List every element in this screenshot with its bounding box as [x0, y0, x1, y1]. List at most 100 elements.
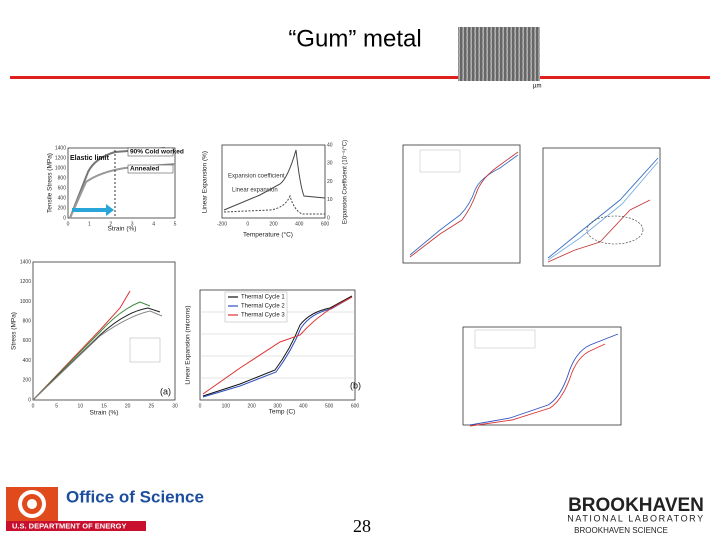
arrow: [72, 204, 114, 216]
x-tick-label: 500: [325, 403, 334, 409]
figure-3: [402, 144, 521, 264]
y-tick-label: 800: [23, 318, 32, 324]
curve: [32, 301, 151, 401]
x-tick-label: 0: [32, 403, 35, 409]
lab-operator: BROOKHAVEN SCIENCE: [574, 526, 668, 535]
y-tick-label: 200: [58, 205, 67, 211]
y-tick-label: 200: [23, 378, 32, 384]
x-tick-label: 600: [351, 403, 360, 409]
slide-title: “Gum” metal: [288, 25, 421, 52]
y2-tick-label: 30: [327, 161, 333, 167]
y2-tick-label: 40: [327, 142, 333, 148]
curve: [547, 157, 659, 259]
plot-frame: [199, 289, 356, 401]
doe-logo: [6, 487, 146, 531]
y-tick-label: 400: [58, 195, 67, 201]
legend-box: [129, 337, 161, 363]
curve: [409, 154, 519, 256]
x-tick-label: 2: [109, 221, 112, 227]
x-tick-label: 0: [246, 221, 249, 227]
x-tick-label: 400: [299, 403, 308, 409]
y-axis-label: Linear Expansion (microns): [185, 305, 192, 384]
micrograph: [458, 27, 540, 81]
plot-frame: [462, 326, 622, 426]
y-tick-label: 600: [23, 338, 32, 344]
x-axis-label: Strain (%): [90, 410, 119, 417]
x-tick-label: 400: [295, 221, 304, 227]
y-axis-label: Stress (MPa): [11, 312, 18, 350]
curve: [547, 199, 651, 263]
x-tick-label: -200: [217, 221, 227, 227]
annotation: 90% Cold worked: [130, 149, 184, 156]
y-axis-label: Tensile Stress (MPa): [47, 153, 54, 213]
label-box: [127, 164, 174, 174]
x-tick-label: 100: [222, 403, 231, 409]
x-tick-label: 5: [174, 221, 177, 227]
title-rule: [10, 76, 710, 79]
doe-department: U.S. DEPARTMENT OF ENERGY: [12, 521, 126, 530]
x-axis-label: Temperature (°C): [243, 231, 293, 239]
y2-axis-label: Expansion Coefficient (10⁻⁶/°C): [342, 140, 349, 224]
y-tick-label: 1000: [55, 165, 66, 171]
curve: [69, 147, 166, 219]
x-tick-label: 0: [199, 403, 202, 409]
highlight: [586, 215, 644, 245]
x-tick-label: 30: [172, 403, 178, 409]
x-axis-label: Strain (%): [108, 226, 137, 233]
y-tick-label: 0: [63, 215, 66, 221]
y-tick-label: 0: [28, 397, 31, 403]
curve: [32, 290, 131, 401]
page-number: 28: [353, 516, 371, 536]
legend-label: Thermal Cycle 2: [241, 304, 285, 310]
y-axis-label: Linear Expansion (%): [202, 151, 209, 213]
legend-box: [419, 149, 461, 173]
figure-5: [32, 261, 176, 401]
curve: [202, 296, 353, 395]
annotation: Linear expansion: [232, 188, 278, 194]
annotation: Annealed: [130, 166, 159, 173]
figure-4: [542, 147, 661, 267]
x-tick-label: 300: [273, 403, 282, 409]
figure-1: [67, 147, 176, 219]
y-tick-label: 1000: [20, 299, 31, 305]
curve: [223, 194, 325, 215]
logo-band: [6, 521, 146, 531]
x-axis-label: Temp (C): [269, 409, 296, 416]
plot-frame: [32, 261, 176, 401]
label-box: [127, 147, 174, 157]
y-tick-label: 1200: [20, 279, 31, 285]
lab-subtitle: NATIONAL LABORATORY: [567, 513, 704, 523]
curve: [202, 296, 353, 398]
curve: [409, 151, 519, 258]
y-tick-label: 400: [23, 358, 32, 364]
lab-name: BROOKHAVEN: [568, 495, 704, 516]
logo-swirl: [18, 490, 46, 518]
curve: [32, 307, 161, 401]
x-tick-label: 5: [55, 403, 58, 409]
y-tick-label: 1400: [55, 145, 66, 151]
plot-frame: [402, 144, 521, 264]
figure-2: [221, 144, 326, 219]
x-tick-label: 200: [247, 403, 256, 409]
x-tick-label: 20: [125, 403, 131, 409]
annotation: Expansion coefficient: [228, 174, 285, 180]
logo-swirl: [27, 499, 37, 509]
curve: [69, 163, 176, 219]
x-tick-label: 10: [78, 403, 84, 409]
y-tick-label: 800: [58, 175, 67, 181]
legend-label: Thermal Cycle 3: [241, 313, 285, 319]
curve: [469, 333, 619, 426]
x-tick-label: 1: [88, 221, 91, 227]
x-tick-label: 0: [67, 221, 70, 227]
doe-name: Office of Science: [66, 487, 204, 506]
curve: [202, 295, 353, 397]
legend-label: Thermal Cycle 1: [241, 295, 285, 301]
y2-tick-label: 10: [327, 197, 333, 203]
y2-tick-label: 20: [327, 179, 333, 185]
annotation: (a): [160, 386, 171, 396]
x-tick-label: 25: [149, 403, 155, 409]
curve: [469, 343, 606, 427]
legend-box: [474, 329, 536, 349]
x-tick-label: 15: [101, 403, 107, 409]
